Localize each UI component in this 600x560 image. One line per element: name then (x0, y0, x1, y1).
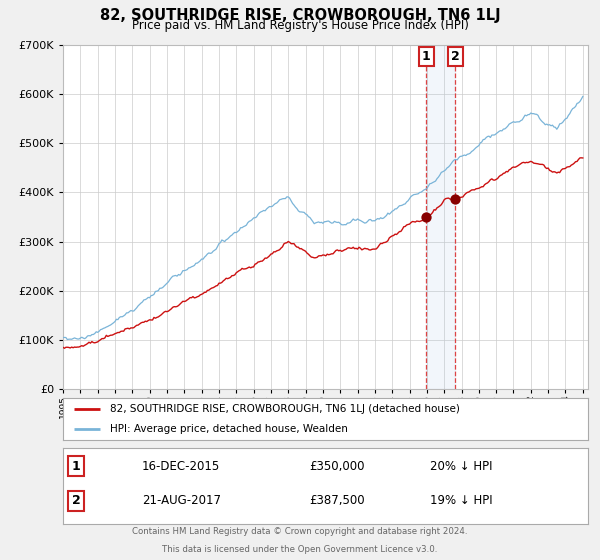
Point (451, 194, 460, 203)
Text: 82, SOUTHRIDGE RISE, CROWBOROUGH, TN6 1LJ: 82, SOUTHRIDGE RISE, CROWBOROUGH, TN6 1L… (100, 8, 500, 24)
Text: HPI: Average price, detached house, Wealden: HPI: Average price, detached house, Weal… (110, 424, 348, 434)
Text: 19% ↓ HPI: 19% ↓ HPI (431, 494, 493, 507)
Text: 16-DEC-2015: 16-DEC-2015 (142, 460, 220, 473)
Text: 1: 1 (72, 460, 80, 473)
Text: 21-AUG-2017: 21-AUG-2017 (142, 494, 221, 507)
Text: This data is licensed under the Open Government Licence v3.0.: This data is licensed under the Open Gov… (163, 545, 437, 554)
Point (421, 213, 431, 222)
Text: £350,000: £350,000 (310, 460, 365, 473)
Text: 2: 2 (72, 494, 80, 507)
Bar (426, 45, 455, 389)
Text: 20% ↓ HPI: 20% ↓ HPI (431, 460, 493, 473)
Text: 1: 1 (422, 50, 431, 63)
Text: Price paid vs. HM Land Registry's House Price Index (HPI): Price paid vs. HM Land Registry's House … (131, 19, 469, 32)
Text: Contains HM Land Registry data © Crown copyright and database right 2024.: Contains HM Land Registry data © Crown c… (132, 528, 468, 536)
Text: 82, SOUTHRIDGE RISE, CROWBOROUGH, TN6 1LJ (detached house): 82, SOUTHRIDGE RISE, CROWBOROUGH, TN6 1L… (110, 404, 460, 414)
Text: 2: 2 (451, 50, 460, 63)
Text: £387,500: £387,500 (310, 494, 365, 507)
